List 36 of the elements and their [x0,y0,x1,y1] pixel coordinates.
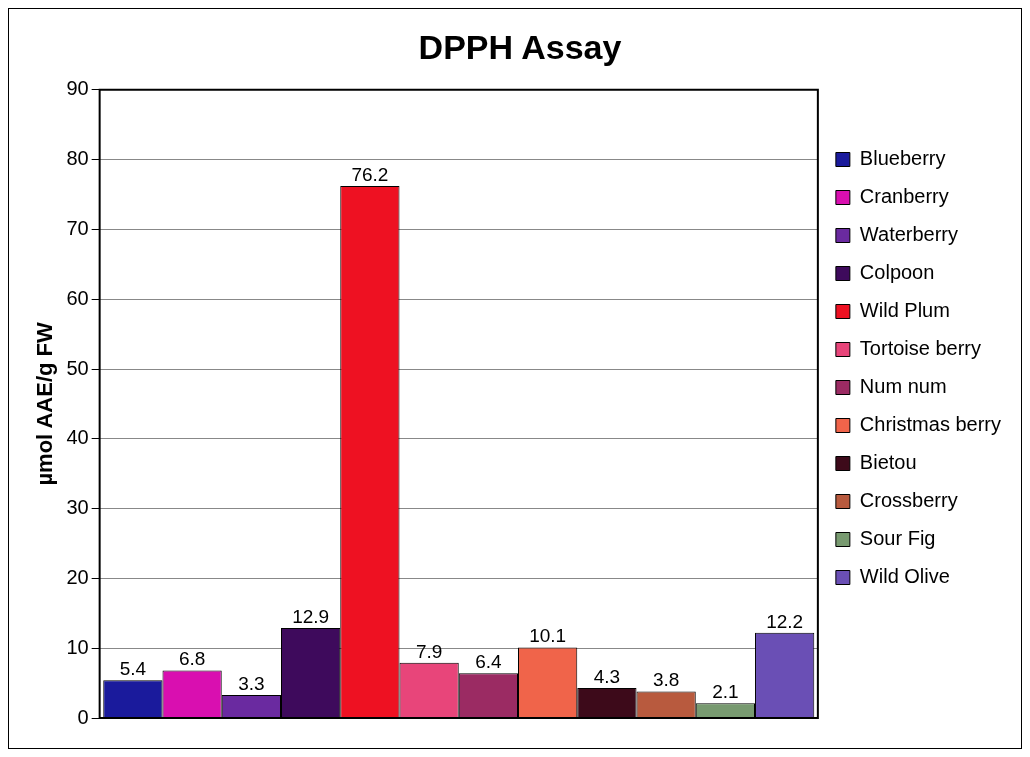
data-label: 3.3 [238,672,265,694]
data-label: 6.4 [475,651,503,673]
data-label: 2.1 [712,681,739,703]
y-tick-label: 20 [66,565,89,588]
y-axis-title: µmol AAE/g FW [32,321,58,486]
y-tick-label: 30 [66,496,89,519]
y-tick-label: 40 [66,426,89,449]
legend-label: Wild Olive [859,565,950,588]
y-tick-label: 50 [66,356,89,379]
legend-label: Num num [859,375,947,398]
y-tick-label: 60 [66,286,89,309]
data-label: 7.9 [415,640,443,662]
data-label: 12.9 [292,605,330,627]
data-label: 3.8 [652,669,680,691]
legend-label: Blueberry [859,147,946,170]
data-label: 76.2 [351,163,389,185]
data-label: 6.8 [178,648,206,670]
legend-label: Crossberry [859,489,958,512]
data-label: 12.2 [766,610,804,632]
legend-label: Cranberry [859,185,949,208]
legend-label: Wild Plum [859,299,950,322]
legend-label: Tortoise berry [859,337,982,360]
legend-label: Colpoon [859,261,935,284]
legend-label: Christmas berry [859,413,1002,436]
legend-label: Sour Fig [859,527,936,550]
chart-title: DPPH Assay [418,27,622,66]
y-tick-label: 10 [66,635,89,658]
data-label: 10.1 [529,625,567,647]
legend-label: Waterberry [859,223,959,246]
y-tick-label: 0 [77,705,89,728]
y-tick-label: 80 [66,147,89,170]
data-label: 4.3 [593,665,621,687]
y-tick-label: 70 [66,216,89,239]
legend-label: Bietou [859,451,917,474]
y-tick-label: 90 [66,77,89,100]
data-label: 5.4 [119,658,147,680]
